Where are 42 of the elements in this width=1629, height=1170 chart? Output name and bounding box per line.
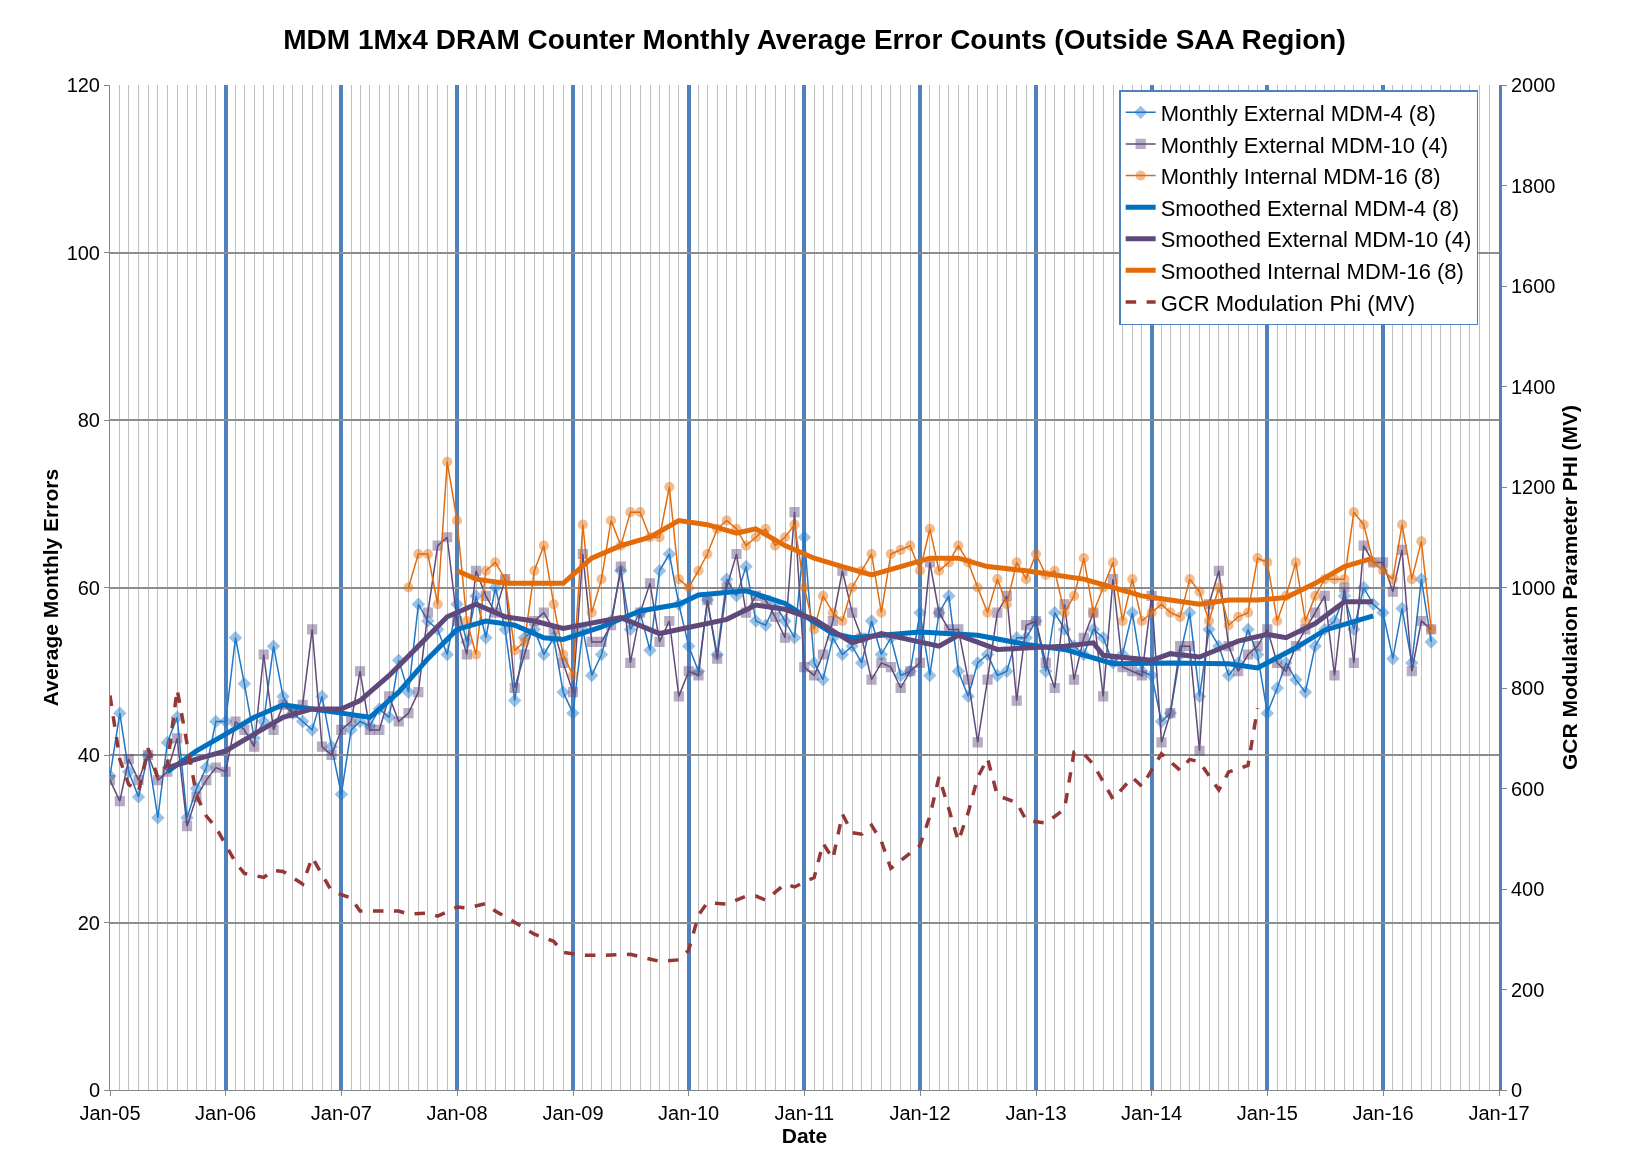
y-tick-label: 0 [88, 1079, 100, 1101]
x-tick-label: Jan-08 [426, 1102, 488, 1124]
y2-tick-label: 2000 [1511, 74, 1556, 96]
x-tick-label: Jan-05 [79, 1102, 141, 1124]
y2-tick-label: 400 [1511, 878, 1545, 900]
y2-tick-label: 800 [1511, 677, 1545, 699]
y2-tick-label: 1800 [1511, 174, 1556, 197]
chart-title: MDM 1Mx4 DRAM Counter Monthly Average Error Counts (Outside SAA Region) [283, 23, 1346, 55]
y2-axis-title: GCR Modulation Parameter PHI (MV) [1557, 404, 1581, 771]
x-tick-label: Jan-12 [889, 1102, 951, 1124]
x-tick-label: Jan-17 [1468, 1102, 1530, 1124]
legend-label: Monthly External MDM-10 (4) [1160, 132, 1448, 158]
y-axis-title: Average Monthly Errors [39, 468, 62, 707]
legend-label: GCR Modulation Phi (MV) [1160, 290, 1415, 316]
y2-tick-label: 600 [1511, 777, 1545, 800]
y-tick-label: 40 [77, 744, 100, 766]
x-axis-title: Date [781, 1124, 828, 1147]
legend-label: Smoothed External MDM-10 (4) [1160, 227, 1472, 253]
legend-label: Smoothed Internal MDM-16 (8) [1160, 258, 1464, 284]
x-tick-label: Jan-15 [1236, 1102, 1298, 1124]
x-tick-label: Jan-07 [310, 1102, 372, 1124]
y2-tick-label: 1400 [1511, 375, 1556, 398]
x-tick-label: Jan-11 [774, 1102, 835, 1124]
x-tick-label: Jan-10 [658, 1102, 720, 1124]
y2-tick-label: 1600 [1511, 275, 1556, 297]
y-tick-label: 100 [66, 241, 100, 264]
y2-tick-label: 1200 [1511, 476, 1556, 498]
y2-tick-label: 0 [1511, 1079, 1523, 1101]
x-tick-label: Jan-14 [1121, 1102, 1183, 1124]
legend-label: Smoothed External MDM-4 (8) [1160, 195, 1459, 221]
y-tick-label: 20 [77, 911, 100, 934]
y-tick-label: 120 [66, 74, 100, 96]
y-tick-label: 60 [77, 576, 100, 599]
x-tick-label: Jan-16 [1352, 1102, 1414, 1124]
y2-tick-label: 1000 [1511, 576, 1556, 599]
y2-tick-label: 200 [1511, 978, 1545, 1001]
x-tick-label: Jan-09 [542, 1102, 604, 1124]
x-tick-label: Jan-13 [1005, 1102, 1067, 1124]
legend-label: Monthly Internal MDM-16 (8) [1160, 164, 1441, 190]
y-tick-label: 80 [77, 409, 100, 431]
legend-label: Monthly External MDM-4 (8) [1160, 100, 1436, 126]
x-tick-label: Jan-06 [195, 1102, 257, 1124]
